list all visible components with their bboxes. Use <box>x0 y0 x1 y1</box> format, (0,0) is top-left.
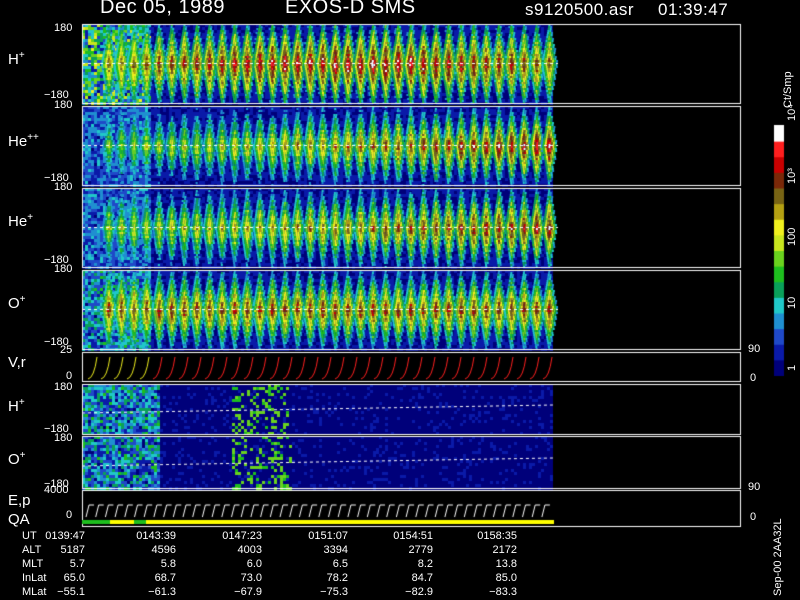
footer-cell: −83.3 <box>489 586 517 598</box>
footer-cell: −61.3 <box>148 586 176 598</box>
footer-cell: 4003 <box>237 544 262 556</box>
footer-cell: −75.3 <box>320 586 348 598</box>
footer-cell: 13.8 <box>495 558 517 570</box>
footer-cell: 8.2 <box>417 558 433 570</box>
panel-label-qa: QA <box>8 511 30 528</box>
tick-vr-right-bottom: 0 <box>750 372 757 384</box>
footer-cell: 5187 <box>60 544 85 556</box>
footer-label: MLT <box>22 558 44 570</box>
footer-cell: 5.8 <box>160 558 176 570</box>
panel-label-h-plus: H+ <box>8 50 25 68</box>
tick-p3-bottom: −180 <box>44 254 69 266</box>
footer-cell: −82.9 <box>405 586 433 598</box>
panel-label-he-plusplus: He++ <box>8 132 39 150</box>
panel-label-he-plus: He+ <box>8 212 34 230</box>
footer-cell: 65.0 <box>63 572 85 584</box>
title-time: 01:39:47 <box>658 0 729 19</box>
footer-cell: 6.5 <box>332 558 348 570</box>
tick-p1-top: 180 <box>54 22 73 34</box>
tick-p4-bottom: −180 <box>44 336 69 348</box>
title-file: s9120500.asr <box>525 0 635 19</box>
tick-p3-top: 180 <box>54 181 73 193</box>
tick-lp2-bottom: −180 <box>44 478 69 490</box>
tick-ep-right-top: 90 <box>748 481 761 493</box>
footer-cell: 84.7 <box>411 572 433 584</box>
footer-cell: 0154:51 <box>393 530 433 542</box>
panel-label-low-o-plus: O+ <box>8 450 26 468</box>
footer-cell: 2172 <box>492 544 517 556</box>
tick-p2-top: 180 <box>54 99 73 111</box>
footer-cell: 0143:39 <box>136 530 176 542</box>
panel-label-o-plus: O+ <box>8 294 26 312</box>
footer-cell: 78.2 <box>326 572 348 584</box>
colorbar-tick: 10⁴ <box>786 104 798 121</box>
footer-label: MLat <box>22 586 47 598</box>
side-code: Sep-00 2AA32L <box>772 518 784 596</box>
footer-cell: 68.7 <box>154 572 176 584</box>
footer-cell: 6.0 <box>246 558 262 570</box>
tick-lp2-top: 180 <box>54 432 73 444</box>
tick-vr-right-top: 90 <box>748 343 761 355</box>
tick-ep-right-bottom: 0 <box>750 511 757 523</box>
footer-cell: 85.0 <box>495 572 517 584</box>
footer-cell: 73.0 <box>240 572 262 584</box>
tick-p2-bottom: −180 <box>44 172 69 184</box>
footer-cell: 5.7 <box>69 558 85 570</box>
footer-cell: 0139:47 <box>45 530 85 542</box>
footer-cell: 0147:23 <box>222 530 262 542</box>
footer-cell: 2779 <box>408 544 433 556</box>
panel-label-low-h-plus: H+ <box>8 397 25 415</box>
footer-cell: 0151:07 <box>308 530 348 542</box>
title-instrument: EXOS-D SMS <box>285 0 416 18</box>
tick-ep-bottom: 0 <box>66 509 73 521</box>
footer-cell: 0158:35 <box>477 530 517 542</box>
tick-lp1-bottom: −180 <box>44 423 69 435</box>
tick-p1-bottom: −180 <box>44 89 69 101</box>
footer-cell: −55.1 <box>57 586 85 598</box>
title-date: Dec 05, 1989 <box>100 0 225 18</box>
panel-label-vr: V,r <box>8 354 26 371</box>
tick-ep-top: 4000 <box>44 484 69 496</box>
footer-cell: −67.9 <box>234 586 262 598</box>
footer-label: InLat <box>22 572 47 584</box>
footer-cell: 3394 <box>323 544 348 556</box>
colorbar-tick: 100 <box>786 227 798 246</box>
tick-vr-bottom: 0 <box>66 370 73 382</box>
colorbar-tick: 1 <box>786 364 798 371</box>
panel-label-ep: E,p <box>8 492 31 509</box>
footer-label: ALT <box>22 544 42 556</box>
colorbar-tick: 10 <box>786 296 798 309</box>
tick-p4-top: 180 <box>54 263 73 275</box>
colorbar-tick: 10³ <box>786 167 798 184</box>
footer-cell: 4596 <box>151 544 176 556</box>
tick-vr-top: 25 <box>60 344 73 356</box>
tick-lp1-top: 180 <box>54 381 73 393</box>
footer-label: UT <box>22 530 37 542</box>
